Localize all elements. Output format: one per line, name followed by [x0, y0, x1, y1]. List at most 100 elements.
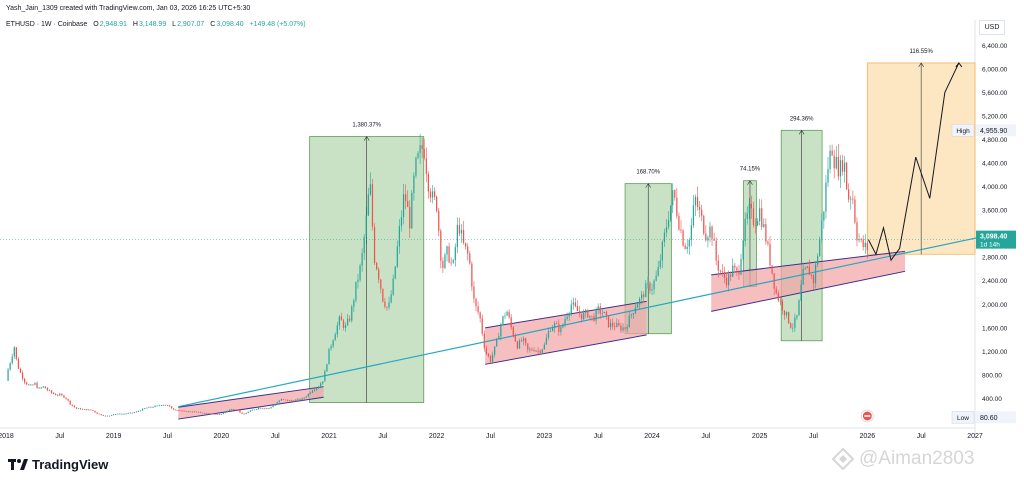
candle-body [46, 388, 49, 391]
y-tick-label: 6,400.00 [982, 43, 1008, 50]
candle-body [810, 275, 813, 276]
candle-body [175, 409, 177, 411]
symbol-label: ETHUSD · 1W · Coinbase [6, 21, 88, 28]
channel-bottom-line [485, 334, 647, 365]
x-tick-label: 2021 [321, 433, 337, 440]
candle-body [473, 286, 475, 299]
candle-body [220, 413, 222, 415]
candle-body [137, 410, 140, 412]
candle-body [231, 409, 233, 411]
y-tick-label: 1,600.00 [982, 325, 1008, 332]
candle-body [802, 268, 804, 285]
candle-body [144, 408, 146, 409]
candle-body [732, 265, 734, 277]
candle-body [541, 349, 543, 353]
projection-path [867, 62, 960, 262]
brand-name: TradingView [32, 457, 109, 472]
candle-body [485, 348, 487, 354]
candle-body [359, 265, 361, 280]
candle-body [506, 311, 508, 316]
candle-body [212, 413, 214, 415]
candle-body [699, 207, 701, 210]
y-tick-label: 4,000.00 [982, 184, 1008, 191]
candle-body [502, 316, 504, 324]
candle-body [785, 312, 788, 316]
candle-body [829, 150, 831, 170]
candle-body [858, 239, 860, 241]
candle-body [740, 258, 742, 275]
candle-body [318, 386, 320, 389]
candle-body [183, 410, 185, 412]
candle-body [81, 409, 84, 410]
candle-body [117, 413, 119, 415]
candle-body [676, 197, 678, 216]
candle-body [516, 341, 519, 349]
y-tick-label: 6,000.00 [982, 66, 1008, 73]
candle-body [197, 411, 200, 413]
candle-body [421, 145, 423, 149]
candle-body [504, 315, 506, 317]
x-tick-label: Jul [917, 433, 926, 440]
candle-body [40, 387, 42, 389]
candle-body [77, 408, 80, 410]
candle-body [585, 310, 587, 313]
candle-body [71, 404, 73, 406]
candle-body [226, 410, 229, 413]
candle-body [280, 399, 282, 401]
candle-body [665, 227, 668, 233]
x-tick-label: 2018 [0, 433, 14, 440]
candle-body [672, 190, 674, 206]
author-line: Yash_Jain_1309 created with TradingView.… [6, 5, 251, 12]
candle-body [721, 271, 724, 273]
candle-body [531, 349, 533, 351]
candle-body [458, 225, 461, 234]
candle-body [763, 224, 765, 227]
candle-body [469, 253, 471, 264]
candle-body [409, 207, 411, 229]
candle-body [537, 350, 539, 352]
candle-body [324, 371, 326, 382]
candle-body [781, 301, 784, 311]
candle-body [152, 407, 154, 408]
candle-body [578, 310, 581, 314]
y-tick-label: 5,200.00 [982, 113, 1008, 120]
candle-body [268, 408, 270, 409]
candle-body [195, 411, 198, 413]
candle-body [86, 409, 88, 411]
candle-body [808, 266, 810, 276]
candle-body [110, 415, 113, 416]
candle-body [311, 390, 314, 393]
price-tag-value: 4,955.90 [980, 128, 1007, 135]
candle-body [798, 300, 800, 316]
candle-body [222, 413, 225, 414]
candle-body [239, 410, 241, 413]
candle-body [206, 412, 208, 414]
candle-body [452, 260, 454, 263]
candle-body [651, 289, 653, 291]
candle-body [614, 326, 616, 327]
currency-selector[interactable]: USD [979, 20, 1005, 35]
ohlc-high-label: H [132, 21, 138, 28]
x-tick-label: 2020 [214, 433, 230, 440]
candle-body [208, 413, 210, 415]
candle-body [245, 413, 247, 414]
candle-body [200, 411, 202, 413]
candle-body [363, 236, 365, 254]
candle-body [133, 412, 135, 414]
candle-body [270, 406, 272, 409]
x-tick-label: 2026 [860, 433, 876, 440]
candle-body [833, 155, 835, 169]
candle-body [705, 233, 707, 241]
watermark-handle: @Aiman2803 [859, 448, 975, 469]
x-tick-label: Jul [55, 433, 64, 440]
candle-body [827, 169, 829, 183]
channel-bottom-line [178, 396, 324, 420]
candle-body [543, 344, 545, 350]
candle-body [32, 384, 34, 386]
x-tick-label: Jul [809, 433, 818, 440]
candle-body [257, 407, 260, 410]
y-tick-label: 2,800.00 [982, 255, 1008, 262]
measure-label: 168.70% [636, 170, 660, 176]
candle-body [347, 318, 349, 325]
